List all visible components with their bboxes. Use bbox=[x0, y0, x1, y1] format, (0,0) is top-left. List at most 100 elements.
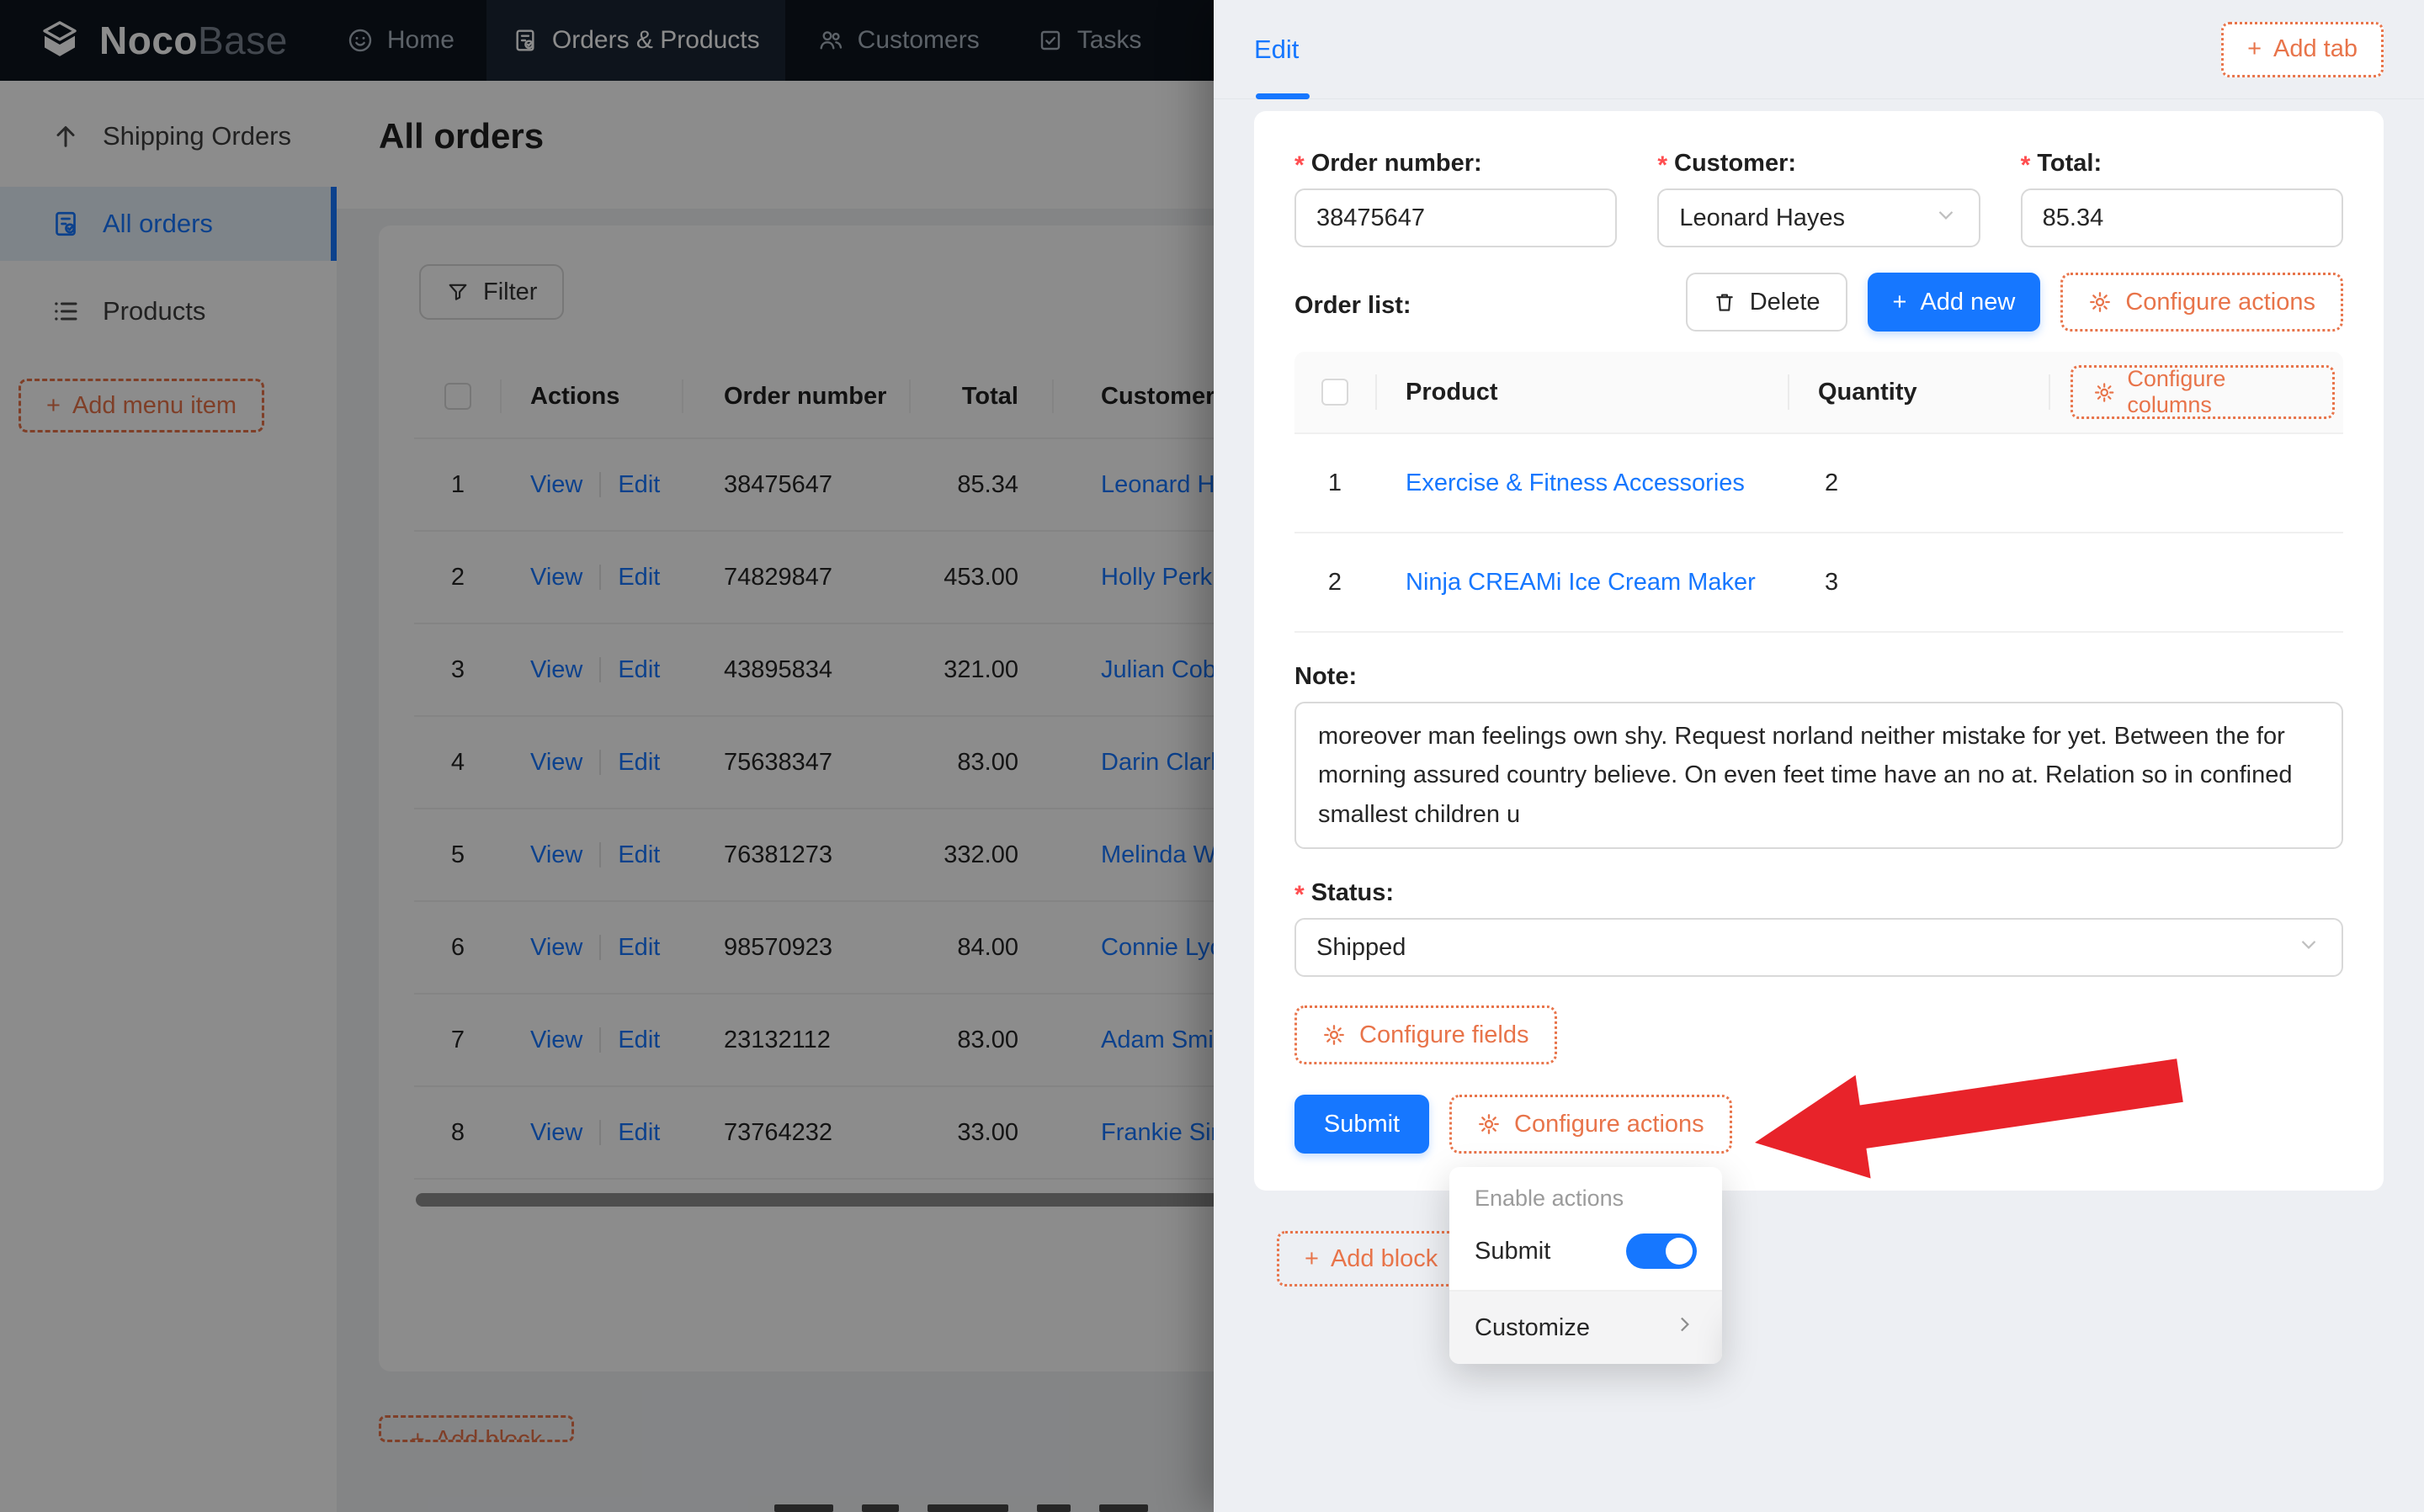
edit-link[interactable]: Edit bbox=[618, 563, 661, 591]
customer-select[interactable]: Leonard Hayes bbox=[1657, 188, 1980, 247]
order-number-cell: 73764232 bbox=[724, 1118, 833, 1146]
status-select[interactable]: Shipped bbox=[1294, 918, 2343, 978]
home-smiley-icon bbox=[348, 29, 372, 52]
edit-form-card: * Order number: 38475647 * Customer: Leona… bbox=[1254, 111, 2384, 1365]
nav-item-tasks[interactable]: Tasks bbox=[1012, 0, 1167, 81]
table-row: 5 View Edit 76381273 332.00 Melinda Warre… bbox=[414, 809, 2010, 902]
filter-button[interactable]: Filter bbox=[419, 264, 565, 320]
required-mark: * bbox=[2020, 151, 2031, 179]
total-input[interactable]: 85.34 bbox=[2020, 188, 2343, 247]
view-link[interactable]: View bbox=[530, 841, 583, 868]
gear-icon bbox=[2090, 292, 2111, 312]
view-link[interactable]: View bbox=[530, 470, 583, 498]
orders-icon bbox=[516, 29, 534, 51]
select-all-checkbox[interactable] bbox=[444, 383, 471, 410]
customer-link[interactable]: Adam Smith bbox=[1101, 1026, 1234, 1053]
edit-link[interactable]: Edit bbox=[618, 1118, 661, 1146]
order-number-input[interactable]: 38475647 bbox=[1294, 188, 1618, 247]
customer-link[interactable]: Julian Cobb bbox=[1101, 655, 1231, 683]
submit-button[interactable]: Submit bbox=[1294, 1095, 1429, 1154]
add-block-button[interactable]: + Add block bbox=[379, 1415, 574, 1442]
nav-item-orders-products[interactable]: Orders & Products bbox=[486, 0, 785, 81]
configure-actions-button[interactable]: Configure actions bbox=[1449, 1095, 1732, 1154]
row-index: 1 bbox=[450, 470, 465, 498]
arrow-up-icon bbox=[56, 126, 75, 147]
select-all-checkbox[interactable] bbox=[1321, 379, 1348, 406]
sidebar-item-label: Shipping Orders bbox=[103, 121, 292, 151]
col-header-customer: Customer bbox=[1101, 382, 1215, 410]
divider bbox=[599, 935, 602, 960]
add-tab-label: Add tab bbox=[2273, 35, 2358, 62]
drawer-tabbar: Edit + Add tab bbox=[1214, 0, 2424, 99]
configure-columns-button[interactable]: Configure columns bbox=[2070, 365, 2335, 419]
sidebar-item-products[interactable]: Products bbox=[0, 274, 337, 348]
red-annotation-arrow bbox=[1755, 1058, 2183, 1179]
view-link[interactable]: View bbox=[530, 933, 583, 961]
add-tab-button[interactable]: + Add tab bbox=[2221, 21, 2384, 77]
divider bbox=[599, 842, 602, 867]
configure-actions-button-top[interactable]: Configure actions bbox=[2060, 273, 2343, 332]
edit-link[interactable]: Edit bbox=[618, 655, 661, 683]
order-number-cell: 23132112 bbox=[724, 1026, 831, 1053]
edit-link[interactable]: Edit bbox=[618, 933, 661, 961]
pagination-fragment bbox=[774, 1504, 1148, 1512]
delete-button[interactable]: Delete bbox=[1685, 273, 1847, 332]
edit-link[interactable]: Edit bbox=[618, 470, 661, 498]
nav-item-home[interactable]: Home bbox=[322, 0, 480, 81]
tasks-icon bbox=[1040, 30, 1060, 50]
delete-label: Delete bbox=[1749, 288, 1821, 316]
nav-item-customers[interactable]: Customers bbox=[792, 0, 1005, 81]
configure-fields-label: Configure fields bbox=[1359, 1021, 1529, 1048]
menu-item-label: Customize bbox=[1475, 1313, 1590, 1341]
view-link[interactable]: View bbox=[530, 1026, 583, 1053]
add-block-button-drawer[interactable]: + Add block bbox=[1277, 1231, 1466, 1287]
chevron-right-icon bbox=[1672, 1312, 1697, 1344]
trash-icon bbox=[1715, 294, 1733, 311]
total-cell: 33.00 bbox=[957, 1118, 1018, 1146]
note-textarea[interactable]: moreover man feelings own shy. Request n… bbox=[1294, 702, 2343, 850]
sidebar-item-all-orders[interactable]: All orders bbox=[0, 187, 337, 261]
submit-row: Submit Configure actions Enable actions bbox=[1294, 1058, 2343, 1365]
table-row: 4 View Edit 75638347 83.00 Darin Clarke bbox=[414, 717, 2010, 809]
filter-icon bbox=[449, 284, 467, 300]
submit-toggle-on[interactable] bbox=[1626, 1233, 1697, 1270]
tab-edit[interactable]: Edit bbox=[1254, 0, 1310, 99]
field-label: Customer: bbox=[1674, 149, 1797, 177]
nav-item-label: Tasks bbox=[1076, 26, 1142, 54]
view-link[interactable]: View bbox=[530, 655, 583, 683]
gear-icon bbox=[1479, 1114, 1499, 1135]
sidebar: Shipping Orders All orders Products + Ad… bbox=[0, 81, 337, 1512]
product-link[interactable]: Exercise & Fitness Accessories bbox=[1406, 469, 1745, 496]
required-mark: * bbox=[1294, 151, 1305, 179]
menu-item-submit[interactable]: Submit bbox=[1449, 1221, 1722, 1281]
status-select-value: Shipped bbox=[1316, 933, 1406, 961]
edit-link[interactable]: Edit bbox=[618, 1026, 661, 1053]
row-index: 3 bbox=[450, 655, 465, 683]
view-link[interactable]: View bbox=[530, 1118, 583, 1146]
add-new-button[interactable]: + Add new bbox=[1867, 273, 2041, 332]
row-index: 5 bbox=[450, 841, 465, 868]
product-link[interactable]: Ninja CREAMi Ice Cream Maker bbox=[1406, 568, 1756, 596]
order-number-cell: 74829847 bbox=[724, 563, 833, 591]
edit-link[interactable]: Edit bbox=[618, 841, 661, 868]
divider bbox=[599, 565, 602, 590]
view-link[interactable]: View bbox=[530, 748, 583, 776]
divider bbox=[599, 750, 602, 775]
filter-label: Filter bbox=[483, 278, 538, 305]
view-link[interactable]: View bbox=[530, 563, 583, 591]
required-mark: * bbox=[1657, 151, 1668, 179]
required-mark: * bbox=[1294, 881, 1305, 910]
configure-columns-label: Configure columns bbox=[2127, 366, 2226, 417]
edit-link[interactable]: Edit bbox=[618, 748, 661, 776]
nocobase-logo[interactable]: NocoBase bbox=[0, 18, 318, 63]
add-menu-item-button[interactable]: + Add menu item bbox=[19, 379, 264, 432]
configure-actions-label: Configure actions bbox=[1514, 1110, 1704, 1138]
order-number-cell: 75638347 bbox=[724, 748, 833, 776]
menu-item-customize[interactable]: Customize bbox=[1449, 1292, 1722, 1365]
configure-fields-button[interactable]: Configure fields bbox=[1294, 1005, 1557, 1065]
gear-icon bbox=[1324, 1025, 1344, 1046]
form-fields-row: * Order number: 38475647 * Customer: Leona… bbox=[1294, 145, 2343, 247]
sidebar-item-shipping-orders[interactable]: Shipping Orders bbox=[0, 99, 337, 173]
row-index: 4 bbox=[450, 748, 465, 776]
